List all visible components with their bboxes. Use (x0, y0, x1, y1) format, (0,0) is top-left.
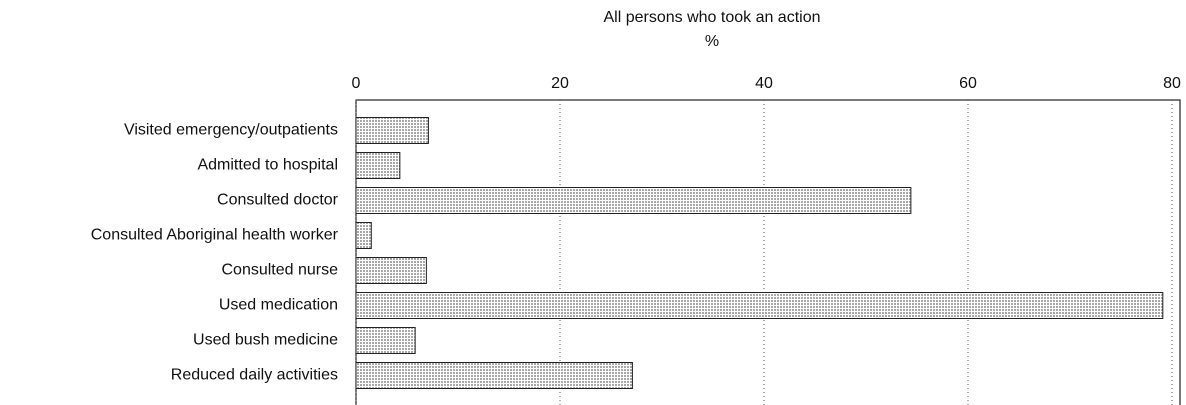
bar (355, 187, 912, 214)
bar (355, 362, 633, 389)
y-tick-label: Admitted to hospital (197, 157, 338, 174)
y-tick-label: Consulted nurse (221, 262, 338, 279)
y-tick-label: Visited emergency/outpatients (124, 122, 338, 139)
x-tick-label: 0 (352, 75, 361, 92)
y-tick-label: Used bush medicine (193, 332, 338, 349)
y-tick-label: Used medication (219, 297, 338, 314)
bar (355, 257, 427, 284)
x-tick-label: 80 (1163, 75, 1181, 92)
bar (355, 222, 372, 249)
chart-title: All persons who took an action (603, 9, 820, 26)
bar (355, 117, 429, 144)
x-tick-label: 20 (551, 75, 569, 92)
x-tick-label: 40 (755, 75, 773, 92)
y-tick-label: Consulted doctor (217, 192, 339, 209)
axis-label: % (705, 33, 719, 50)
plot-frame (355, 99, 1181, 405)
bar (355, 152, 401, 179)
bar (355, 327, 416, 354)
x-tick-label: 60 (959, 75, 977, 92)
bar (355, 292, 1164, 319)
y-tick-label: Reduced daily activities (171, 367, 338, 384)
y-tick-label: Consulted Aboriginal health worker (91, 227, 339, 244)
